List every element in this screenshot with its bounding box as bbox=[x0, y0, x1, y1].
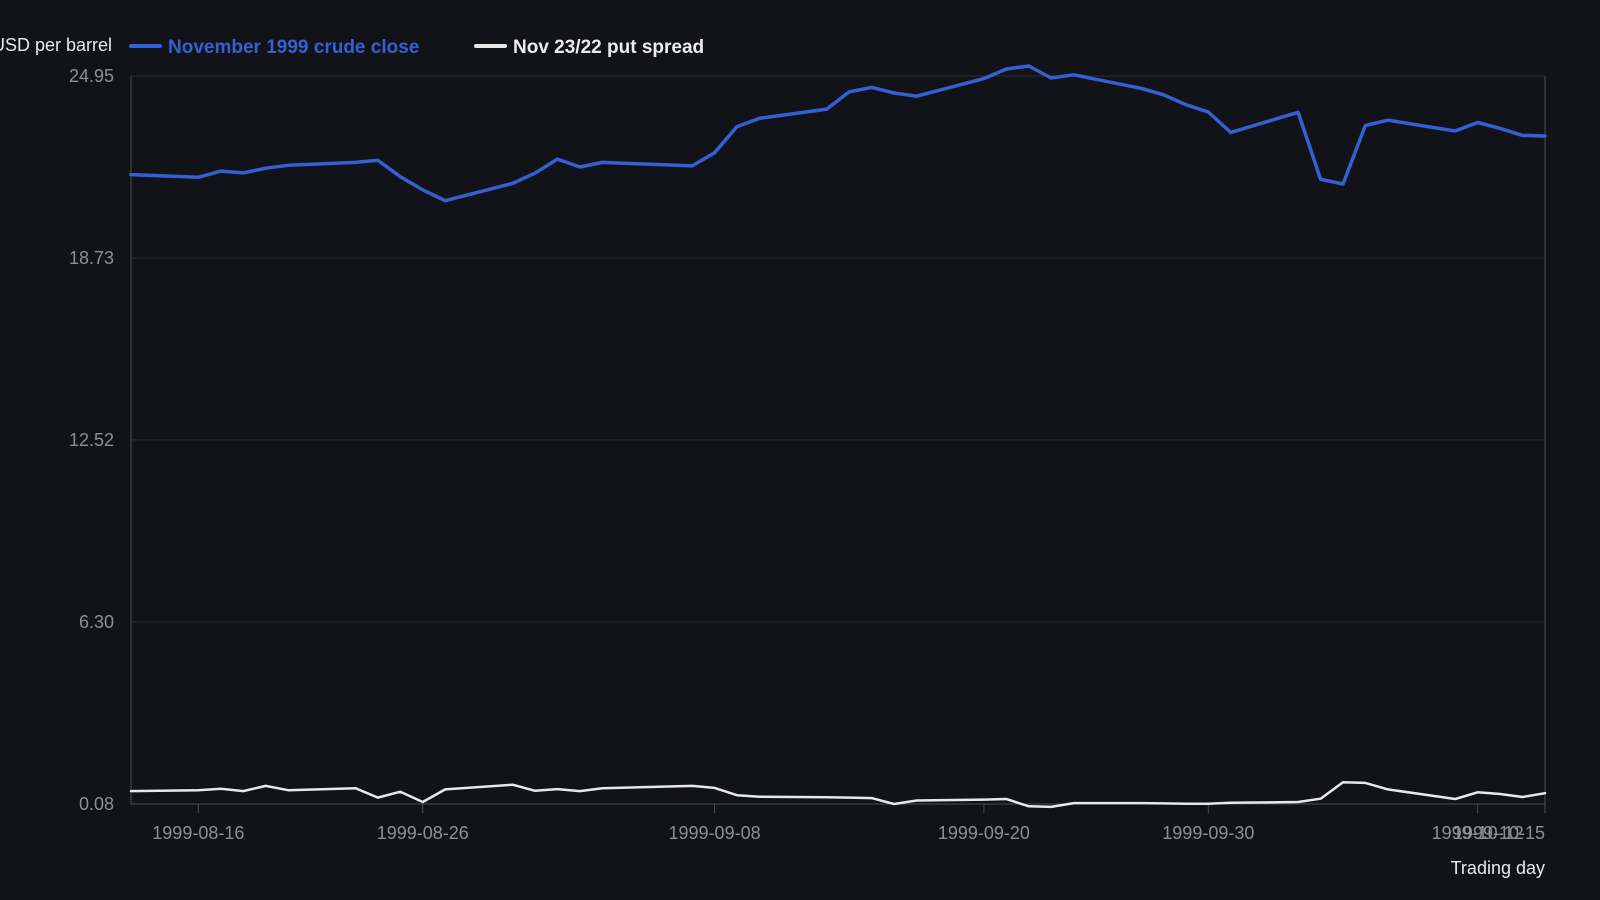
x-tick-label: 1999-10-12 bbox=[1432, 823, 1524, 843]
tick-labels: 0.08 6.30 12.52 18.73 24.95 1999-08-16 1999-08… bbox=[69, 66, 1545, 843]
x-tick-label: 1999-09-30 bbox=[1162, 823, 1254, 843]
legend-label: November 1999 crude close bbox=[168, 37, 419, 58]
x-tick-label: 1999-10-15 bbox=[1453, 823, 1545, 843]
x-tick-label: 1999-09-08 bbox=[669, 823, 761, 843]
series-line-2 bbox=[129, 781, 1547, 809]
legend: November 1999 crude close Nov 23/22 put s… bbox=[129, 37, 704, 58]
y-tick-label: 24.95 bbox=[69, 66, 114, 86]
y-tick-label: 18.73 bbox=[69, 248, 114, 268]
grid-lines bbox=[131, 75, 1545, 805]
y-tick-label: 6.30 bbox=[79, 612, 114, 632]
x-tick-label: 1999-08-16 bbox=[152, 823, 244, 843]
x-axis-title: Trading day bbox=[1451, 858, 1545, 878]
axes bbox=[130, 76, 1546, 813]
series-lines bbox=[129, 64, 1547, 809]
y-tick-label: 12.52 bbox=[69, 430, 114, 450]
y-axis-title: USD per barrel bbox=[0, 35, 112, 55]
x-tick-label: 1999-09-20 bbox=[938, 823, 1030, 843]
y-tick-label: 0.08 bbox=[79, 794, 114, 814]
x-tick-label: 1999-08-26 bbox=[377, 823, 469, 843]
legend-label: Nov 23/22 put spread bbox=[513, 37, 704, 58]
series-line-1 bbox=[129, 64, 1547, 203]
